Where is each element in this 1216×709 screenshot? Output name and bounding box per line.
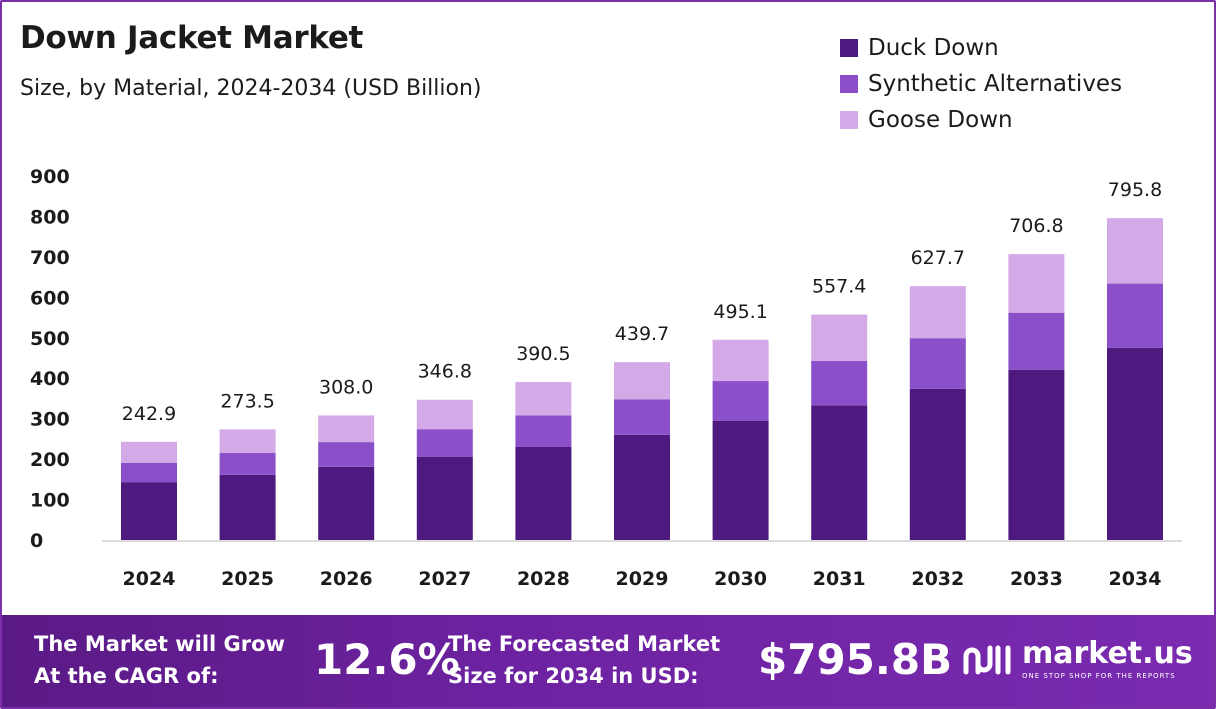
y-tick-label-0: 0 bbox=[30, 530, 43, 552]
bar-synthetic-2029 bbox=[614, 399, 670, 435]
x-tick-label-2031: 2031 bbox=[813, 568, 866, 590]
total-label-2029: 439.7 bbox=[615, 323, 669, 345]
bar-synthetic-2024 bbox=[121, 462, 177, 483]
legend-swatch-duck-down bbox=[840, 39, 858, 57]
bar-duck-down-2030 bbox=[712, 420, 769, 540]
x-tick-label-2024: 2024 bbox=[123, 568, 176, 590]
bar-synthetic-2025 bbox=[219, 453, 276, 475]
y-tick-label-100: 100 bbox=[30, 490, 70, 512]
forecast-label-line2: Size for 2034 in USD: bbox=[448, 664, 699, 688]
legend-swatch-synthetic bbox=[840, 75, 858, 93]
cagr-label-line2: At the CAGR of: bbox=[34, 664, 219, 688]
bar-goose-down-2024 bbox=[121, 441, 177, 463]
legend-item-duck-down: Duck Down bbox=[840, 30, 1122, 66]
bar-synthetic-2034 bbox=[1107, 283, 1163, 348]
total-label-2032: 627.7 bbox=[911, 247, 965, 269]
cagr-label: The Market will Grow At the CAGR of: bbox=[34, 628, 285, 692]
y-tick-label-500: 500 bbox=[30, 328, 70, 350]
y-tick-label-300: 300 bbox=[30, 409, 70, 431]
legend: Duck Down Synthetic Alternatives Goose D… bbox=[840, 30, 1122, 138]
legend-item-synthetic: Synthetic Alternatives bbox=[840, 66, 1122, 102]
bar-duck-down-2034 bbox=[1107, 347, 1163, 540]
total-label-2025: 273.5 bbox=[220, 390, 274, 412]
cagr-value: 12.6% bbox=[314, 635, 460, 684]
bar-goose-down-2031 bbox=[811, 314, 868, 361]
bar-goose-down-2033 bbox=[1008, 254, 1065, 313]
legend-item-goose-down: Goose Down bbox=[840, 102, 1122, 138]
x-tick-label-2029: 2029 bbox=[616, 568, 669, 590]
forecast-value: $795.8B bbox=[758, 635, 953, 684]
bar-duck-down-2026 bbox=[318, 466, 375, 540]
bar-duck-down-2027 bbox=[416, 456, 473, 540]
forecast-label-line1: The Forecasted Market bbox=[448, 632, 721, 656]
bar-goose-down-2029 bbox=[614, 362, 670, 400]
bar-duck-down-2025 bbox=[219, 474, 276, 540]
bar-goose-down-2030 bbox=[712, 339, 769, 382]
bar-duck-down-2032 bbox=[909, 388, 966, 540]
total-label-2030: 495.1 bbox=[713, 301, 767, 323]
chart-title: Down Jacket Market bbox=[20, 20, 364, 56]
total-label-2034: 795.8 bbox=[1108, 179, 1162, 201]
y-tick-label-900: 900 bbox=[30, 166, 70, 188]
bar-duck-down-2024 bbox=[121, 482, 177, 540]
total-label-2026: 308.0 bbox=[319, 376, 373, 398]
x-tick-label-2032: 2032 bbox=[911, 568, 964, 590]
bar-duck-down-2029 bbox=[614, 434, 670, 540]
bar-synthetic-2027 bbox=[416, 429, 473, 457]
x-tick-label-2028: 2028 bbox=[517, 568, 570, 590]
forecast-label: The Forecasted Market Size for 2034 in U… bbox=[448, 628, 720, 692]
cagr-label-line1: The Market will Grow bbox=[34, 632, 285, 656]
legend-swatch-goose-down bbox=[840, 111, 858, 129]
brand-tagline: ONE STOP SHOP FOR THE REPORTS bbox=[1022, 672, 1176, 680]
x-tick-label-2033: 2033 bbox=[1010, 568, 1063, 590]
brand-logo: market.us ONE STOP SHOP FOR THE REPORTS bbox=[962, 639, 1193, 680]
y-tick-label-200: 200 bbox=[30, 449, 70, 471]
bar-duck-down-2028 bbox=[515, 446, 572, 540]
x-tick-label-2026: 2026 bbox=[320, 568, 373, 590]
y-tick-label-700: 700 bbox=[30, 247, 70, 269]
y-tick-label-400: 400 bbox=[30, 368, 70, 390]
bar-goose-down-2025 bbox=[219, 429, 276, 454]
total-label-2033: 706.8 bbox=[1009, 215, 1063, 237]
x-tick-label-2034: 2034 bbox=[1109, 568, 1162, 590]
bar-goose-down-2027 bbox=[416, 399, 473, 430]
bar-duck-down-2033 bbox=[1008, 369, 1065, 540]
total-label-2027: 346.8 bbox=[418, 361, 472, 383]
bar-synthetic-2026 bbox=[318, 442, 375, 467]
x-tick-label-2027: 2027 bbox=[418, 568, 471, 590]
bar-duck-down-2031 bbox=[811, 405, 868, 540]
bar-synthetic-2031 bbox=[811, 360, 868, 406]
bar-synthetic-2033 bbox=[1008, 312, 1065, 370]
x-tick-label-2030: 2030 bbox=[714, 568, 767, 590]
bar-synthetic-2032 bbox=[909, 338, 966, 389]
bar-goose-down-2032 bbox=[909, 286, 966, 339]
y-tick-label-600: 600 bbox=[30, 287, 70, 309]
x-tick-label-2025: 2025 bbox=[221, 568, 274, 590]
bar-goose-down-2028 bbox=[515, 382, 572, 416]
bar-synthetic-2028 bbox=[515, 415, 572, 447]
footer-banner: The Market will Grow At the CAGR of: 12.… bbox=[2, 615, 1214, 707]
legend-label-duck-down: Duck Down bbox=[868, 35, 999, 61]
bar-chart: 0 100 200 300 400 500 600 700 800 900 242.9 2024 273… bbox=[30, 166, 1182, 590]
market-us-logo-icon bbox=[963, 645, 1011, 674]
chart-subtitle: Size, by Material, 2024-2034 (USD Billio… bbox=[20, 76, 482, 101]
legend-label-synthetic: Synthetic Alternatives bbox=[868, 71, 1123, 97]
bar-synthetic-2030 bbox=[712, 381, 769, 421]
y-tick-label-800: 800 bbox=[30, 206, 70, 228]
brand-name: market.us bbox=[1022, 636, 1193, 671]
total-label-2028: 390.5 bbox=[516, 343, 570, 365]
legend-label-goose-down: Goose Down bbox=[868, 107, 1013, 133]
total-label-2024: 242.9 bbox=[122, 403, 176, 425]
bar-goose-down-2034 bbox=[1107, 218, 1163, 284]
total-label-2031: 557.4 bbox=[812, 276, 866, 298]
bar-goose-down-2026 bbox=[318, 415, 375, 443]
